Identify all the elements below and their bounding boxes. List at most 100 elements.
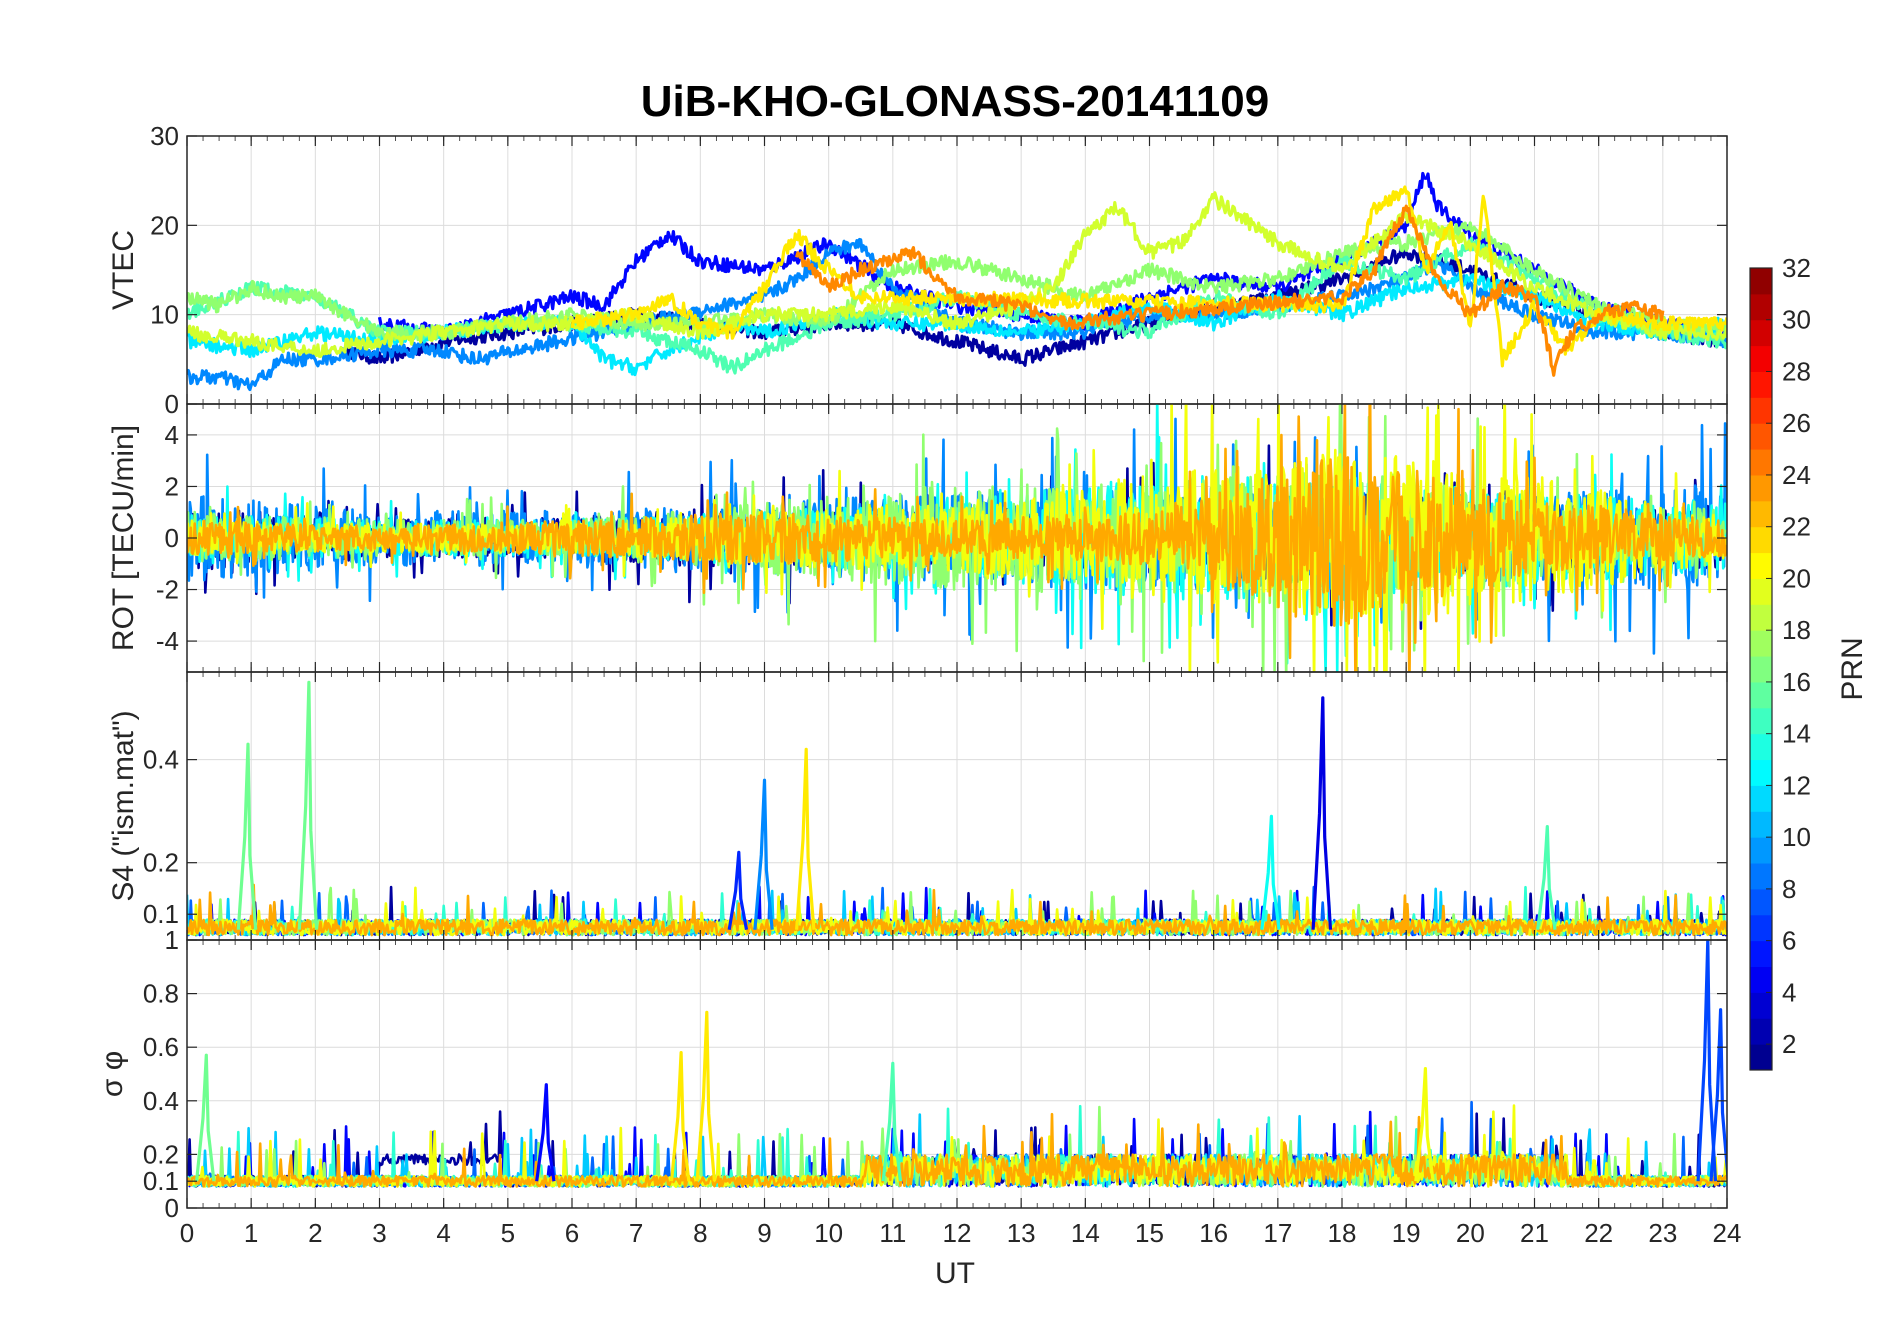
y-tick-label: 4 [165,420,179,450]
y-tick-label: 10 [150,300,179,330]
colorbar-segment [1750,914,1772,942]
y-tick-label: 0.6 [143,1032,179,1062]
colorbar-segment [1750,888,1772,916]
x-tick-label: 5 [501,1218,515,1248]
spike-line [1260,814,1281,930]
spike-line [1536,825,1557,930]
colorbar-segment [1750,681,1772,709]
y-tick-label: -2 [156,575,179,605]
colorbar-segment [1750,604,1772,631]
spike-line [669,1051,691,1182]
y-axis-label: VTEC [107,230,140,310]
colorbar-tick-label: 22 [1782,512,1811,542]
colorbar-segment [1750,268,1772,295]
colorbar-segment [1750,345,1772,372]
colorbar-frame [1749,267,1773,1071]
noise-series-line [187,1112,1727,1188]
colorbar-tick-label: 24 [1782,460,1811,490]
colorbar-label: PRN [1836,637,1869,700]
vtec-panel: 0 10 20 30 VTEC [107,121,1728,419]
colorbar-segment [1750,526,1772,554]
y-axis-label: σ φ [96,1051,129,1097]
y-tick-label: 2 [165,471,179,501]
colorbar-tick-label: 16 [1782,667,1811,697]
spike-line [1696,940,1718,1182]
spike-line [795,747,816,930]
colorbar-tick-label: 4 [1782,977,1796,1007]
x-tick-label: 2 [308,1218,322,1248]
x-tick-label: 23 [1648,1218,1677,1248]
colorbar-tick-label: 2 [1782,1029,1796,1059]
spike-line [195,1053,216,1182]
data-layer [187,940,1727,1188]
vtec-series-line [187,191,1727,358]
colorbar-segment [1750,785,1772,812]
x-tick-label: 3 [372,1218,386,1248]
x-tick-label: 24 [1713,1218,1742,1248]
x-axis-label: UT [935,1257,975,1290]
colorbar-tick-label: 10 [1782,822,1811,852]
colorbar-segment [1750,552,1772,579]
colorbar-segment [1750,992,1772,1019]
x-tick-label: 17 [1263,1218,1292,1248]
colorbar-tick-label: 28 [1782,356,1811,386]
chart-title: UiB-KHO-GLONASS-20141109 [641,77,1269,126]
y-tick-label: 0 [165,1193,179,1223]
rot-series-line [187,404,1727,672]
sigma-phi-panel: 00.10.20.40.60.81σ φ0 1 2 3 4 5 6 7 8 9 10 11 12 13 14… [96,925,1741,1248]
colorbar-segment [1750,811,1772,838]
spike-line [695,1010,716,1182]
y-tick-label: 0.1 [143,899,179,929]
y-tick-label: 0.1 [143,1166,179,1196]
vtec-series-line [795,204,1665,377]
colorbar-tick-label: 18 [1782,615,1811,645]
x-tick-label: 12 [943,1218,972,1248]
colorbar-segment [1750,656,1772,683]
spike-line [1709,1008,1727,1182]
colorbar-segment [1750,630,1772,657]
colorbar-segment [1750,474,1772,502]
noise-series-line [187,883,1727,937]
colorbar-segment [1750,733,1772,761]
y-tick-label: 0 [165,523,179,553]
y-tick-label: 1 [165,925,179,955]
colorbar-segment [1750,1018,1772,1045]
x-tick-label: 20 [1456,1218,1485,1248]
x-tick-label: 18 [1328,1218,1357,1248]
s4-panel: 0.1 0.2 0.4S4 ("ism.mat") [107,671,1728,941]
colorbar-segment [1750,707,1772,735]
x-tick-label: 1 [244,1218,258,1248]
x-tick-label: 15 [1135,1218,1164,1248]
x-tick-label: 9 [757,1218,771,1248]
data-layer [187,171,1727,392]
colorbar-segment [1750,449,1772,476]
colorbar-tick-label: 14 [1782,719,1811,749]
y-axis-label: S4 ("ism.mat") [107,710,140,901]
colorbar-segment [1750,837,1772,864]
colorbar-tick-label: 6 [1782,926,1796,956]
x-tick-label: 0 [180,1218,194,1248]
colorbar-segment [1750,940,1772,968]
x-tick-label: 16 [1199,1218,1228,1248]
spike-line [727,850,749,930]
colorbar-tick-label: 32 [1782,253,1811,283]
y-tick-label: 0.4 [143,1086,179,1116]
x-tick-label: 7 [629,1218,643,1248]
y-tick-label: 30 [150,121,179,151]
spike-line [297,680,319,930]
spike-line [535,1083,556,1182]
spike-line [1414,1067,1435,1182]
y-tick-label: -4 [156,626,179,656]
vtec-series-line [570,185,1727,368]
colorbar-tick-label: 26 [1782,408,1811,438]
x-tick-label: 6 [565,1218,579,1248]
y-tick-label: 0.8 [143,979,179,1009]
y-tick-label: 20 [150,210,179,240]
colorbar-segment [1750,1044,1772,1071]
colorbar-segment [1750,500,1772,528]
y-tick-label: 0.4 [143,745,179,775]
x-tick-label: 4 [436,1218,450,1248]
